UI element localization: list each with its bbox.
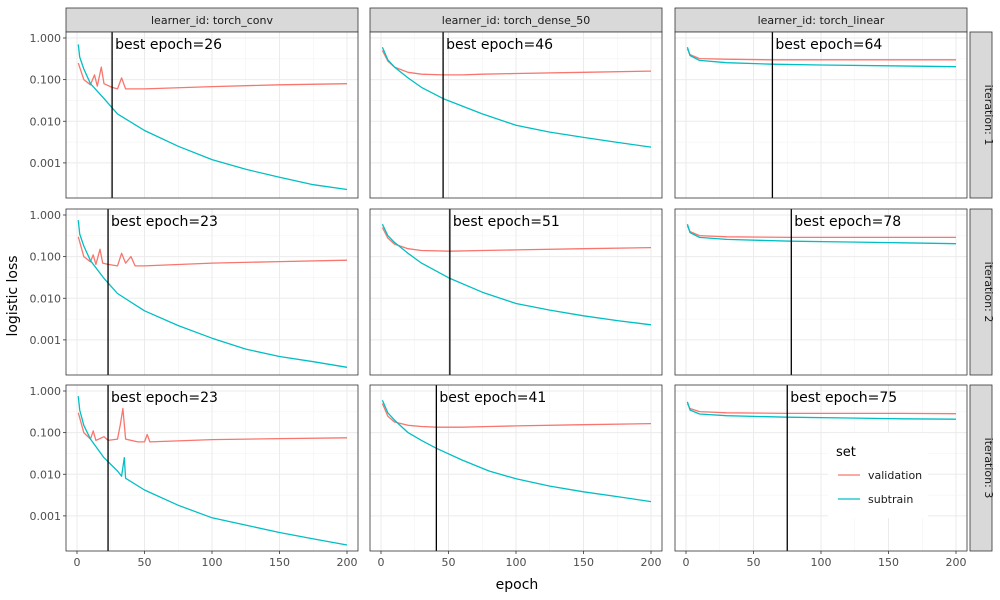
column-strip-label: learner_id: torch_conv	[151, 14, 273, 27]
y-tick-label: 0.100	[30, 427, 62, 440]
facet-panel: best epoch=78	[674, 208, 968, 376]
best-epoch-label: best epoch=64	[775, 37, 882, 53]
best-epoch-label: best epoch=23	[111, 214, 218, 230]
x-tick-label: 150	[573, 556, 594, 569]
x-tick-label: 100	[506, 556, 527, 569]
x-tick-label: 50	[747, 556, 761, 569]
legend-title: set	[836, 445, 856, 460]
y-axis-title: logistic loss	[5, 255, 21, 336]
panel-border	[369, 208, 663, 376]
row-strip-label: iteration: 1	[982, 85, 995, 146]
row-strip-label: iteration: 3	[982, 438, 995, 499]
column-strip: learner_id: torch_dense_50	[369, 7, 663, 33]
y-tick-label: 0.100	[30, 74, 62, 87]
x-tick-label: 200	[641, 556, 662, 569]
column-strip-label: learner_id: torch_dense_50	[442, 14, 590, 27]
legend-label-validation: validation	[868, 469, 922, 482]
facet-panel: best epoch=64	[674, 31, 968, 199]
row-strip-background	[969, 208, 993, 376]
y-tick-label: 0.010	[30, 115, 62, 128]
y-tick-label: 1.000	[30, 209, 62, 222]
column-strip-background	[65, 7, 359, 33]
best-epoch-label: best epoch=51	[453, 214, 560, 230]
facet-panel: best epoch=23 0.001 0.010 0.100 1.000	[30, 208, 359, 376]
series-line-subtrain	[686, 47, 957, 68]
y-tick-label: 0.010	[30, 468, 62, 481]
y-tick-label: 0.001	[30, 510, 62, 523]
x-tick-label: 50	[442, 556, 456, 569]
x-tick-label: 0	[683, 556, 690, 569]
panel-border	[674, 31, 968, 199]
series-line-subtrain	[381, 223, 652, 326]
x-tick-label: 200	[946, 556, 967, 569]
best-epoch-label: best epoch=23	[111, 390, 218, 406]
x-tick-label: 50	[138, 556, 152, 569]
row-strip-label: iteration: 2	[982, 262, 995, 323]
series-line-subtrain	[686, 224, 957, 245]
series-line-subtrain	[77, 44, 348, 191]
y-tick-label: 1.000	[30, 385, 62, 398]
y-tick-label: 1.000	[30, 32, 62, 45]
series-line-validation	[686, 403, 957, 415]
best-epoch-label: best epoch=26	[115, 37, 222, 53]
series-line-validation	[686, 225, 956, 239]
row-strip: iteration: 3	[969, 384, 995, 552]
panel-border	[65, 208, 359, 376]
best-epoch-label: best epoch=78	[794, 214, 901, 230]
y-tick-label: 0.001	[30, 157, 62, 170]
best-epoch-label: best epoch=41	[439, 390, 546, 406]
x-tick-label: 100	[202, 556, 223, 569]
facet-panel: best epoch=51	[369, 208, 663, 376]
x-tick-label: 0	[378, 556, 385, 569]
legend: set validation subtrain	[828, 433, 928, 518]
series-line-validation	[77, 407, 348, 443]
row-strip: iteration: 2	[969, 208, 995, 376]
legend-label-subtrain: subtrain	[868, 493, 913, 506]
series-line-validation	[77, 236, 348, 267]
x-tick-label: 150	[878, 556, 899, 569]
column-strip-label: learner_id: torch_linear	[758, 14, 885, 27]
panel-border	[674, 208, 968, 376]
x-tick-label: 150	[269, 556, 290, 569]
series-line-subtrain	[381, 399, 652, 503]
column-strip: learner_id: torch_linear	[674, 7, 968, 33]
row-strip-background	[969, 31, 993, 199]
series-line-subtrain	[686, 401, 957, 420]
best-epoch-label: best epoch=75	[790, 390, 897, 406]
panel-border	[65, 31, 359, 199]
row-strip-background	[969, 384, 993, 552]
y-tick-label: 0.100	[30, 251, 62, 264]
x-axis-title: epoch	[496, 577, 539, 593]
panel-border	[369, 31, 663, 199]
x-tick-label: 0	[74, 556, 81, 569]
x-tick-label: 200	[337, 556, 358, 569]
x-tick-label: 100	[811, 556, 832, 569]
series-line-subtrain	[77, 220, 348, 368]
column-strip-background	[674, 7, 968, 33]
facet-panel: best epoch=41 0 50 100 150 200	[369, 384, 663, 569]
series-line-validation	[381, 227, 652, 252]
column-strip: learner_id: torch_conv	[65, 7, 359, 33]
series-line-subtrain	[77, 396, 348, 546]
facet-panel: best epoch=46	[369, 31, 663, 199]
y-tick-label: 0.010	[30, 292, 62, 305]
series-line-subtrain	[381, 46, 652, 148]
best-epoch-label: best epoch=46	[446, 37, 553, 53]
panels: learner_id: torch_conv learner_id: torch_…	[30, 7, 995, 569]
facet-panel: best epoch=23 0.001 0.010 0.100 1.000 0 50 100 1…	[30, 384, 359, 569]
facet-panel: best epoch=26 0.001 0.010 0.100 1.000	[30, 31, 359, 199]
y-tick-label: 0.001	[30, 334, 62, 347]
series-line-validation	[686, 48, 956, 61]
row-strip: iteration: 1	[969, 31, 995, 199]
